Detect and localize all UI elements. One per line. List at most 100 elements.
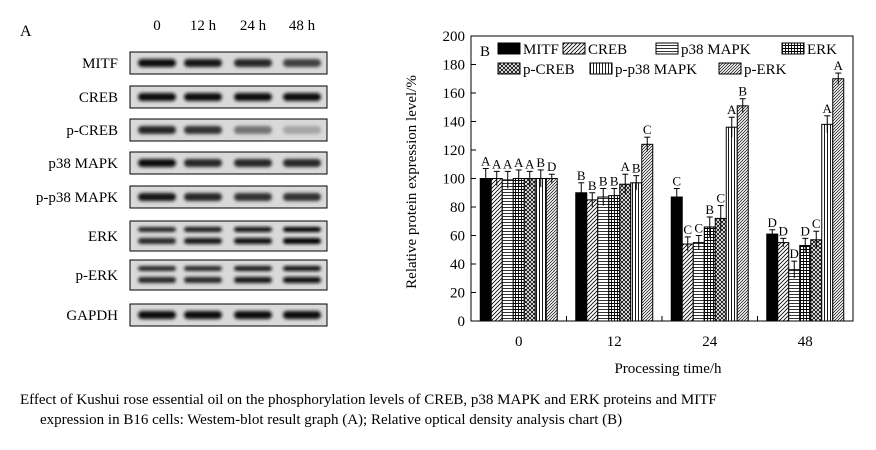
protein-label: MITF [82,56,118,72]
bar [523,178,536,322]
bar [821,123,834,322]
caption-line-2: expression in B16 cells: Westem-blot res… [40,412,623,428]
blot-band [283,238,321,244]
x-tick-label: 12 [607,334,622,350]
bar [681,243,694,322]
blot-band [184,126,222,134]
legend-swatch [562,42,586,55]
chart-axes: 0 20 40 60 80 100 120 140 160 180 200 0 12 24 48 [443,29,854,350]
bar [703,226,716,322]
legend-label: CREB [588,42,627,58]
blot-band [184,266,222,271]
bar [597,196,610,322]
blot-band [283,227,321,232]
significance-letter: B [588,178,597,193]
blot-band [138,277,176,283]
western-blot-panel: A 0 12 h 24 h 48 h MITF CREB p-CREB p38 MAPK p-… [20,18,328,327]
significance-letter: D [768,215,777,230]
y-tick-label: 140 [443,115,466,131]
legend-swatch [655,42,679,55]
significance-letter: C [672,173,681,188]
blot-band [138,93,176,101]
blot-band [234,159,272,167]
y-tick-label: 80 [450,200,465,216]
bar [545,178,558,322]
protein-label: CREB [79,90,118,106]
significance-letter: B [577,168,586,183]
blot-band [138,238,176,244]
bar [670,196,683,322]
significance-letter: D [801,223,810,238]
significance-letter: A [503,156,513,171]
y-tick-label: 120 [443,143,466,159]
panel-label-a: A [20,23,32,40]
timepoint-headers: 0 12 h 24 h 48 h [153,18,315,34]
blot-band [138,159,176,167]
blot-band [283,277,321,283]
significance-letter: B [610,173,619,188]
y-tick-label: 160 [443,86,466,102]
legend-label: p38 MAPK [681,42,751,58]
blot-band [138,266,176,271]
bar [810,239,823,322]
bar [512,178,525,322]
significance-letter: B [599,173,608,188]
bar [777,242,790,322]
significance-letter: D [790,246,799,261]
bar [714,217,727,322]
legend-swatch [497,42,521,55]
blot-band [184,159,222,167]
blot-band [283,59,321,67]
y-tick-label: 100 [443,172,466,188]
legend-label: p-CREB [523,62,575,78]
bar [630,182,643,322]
legend-label: p-p38 MAPK [615,62,697,78]
blot-band [234,311,272,319]
protein-label: p-p38 MAPK [36,190,118,206]
significance-letter: C [683,222,692,237]
y-tick-label: 60 [450,229,465,245]
bar [534,178,547,322]
y-axis-label: Relative protein expression level/% [404,75,420,289]
y-tick-label: 180 [443,58,466,74]
blot-strip [129,185,328,209]
figure-caption: Effect of Kushui rose essential oil on t… [20,390,870,430]
blot-strip [129,151,328,175]
bar [725,126,738,322]
significance-letter: C [643,122,652,137]
bar [479,178,492,322]
protein-label: p-CREB [66,123,118,139]
bar [608,195,621,322]
blot-band [283,93,321,101]
bar [832,78,845,322]
blot-band [234,266,272,271]
protein-label: p-ERK [76,268,119,284]
bar [575,192,588,322]
bar [692,242,705,322]
significance-letter: A [823,101,833,116]
blot-band [184,93,222,101]
blot-strip [129,51,328,75]
blot-band [184,311,222,319]
bar [736,105,749,322]
x-tick-label: 0 [515,334,523,350]
panel-label-b: B [480,44,490,60]
significance-letter: C [694,221,703,236]
blot-band [138,126,176,134]
blot-band [283,159,321,167]
significance-letter: A [834,58,844,73]
blot-band [283,266,321,271]
blot-band [283,126,321,134]
significance-letter: A [727,102,737,117]
significance-letter: D [779,223,788,238]
timepoint-label: 48 h [289,18,316,34]
blot-band [234,227,272,232]
significance-letter: B [738,84,747,99]
significance-letter: C [812,216,821,231]
legend-swatch [589,62,613,75]
blot-band [283,311,321,319]
significance-letter: B [632,161,641,176]
chart-legend: B MITF CREB p38 MAPK ERK p-CREB p-p38 MAPK p-ER… [480,42,837,78]
blot-band [184,238,222,244]
